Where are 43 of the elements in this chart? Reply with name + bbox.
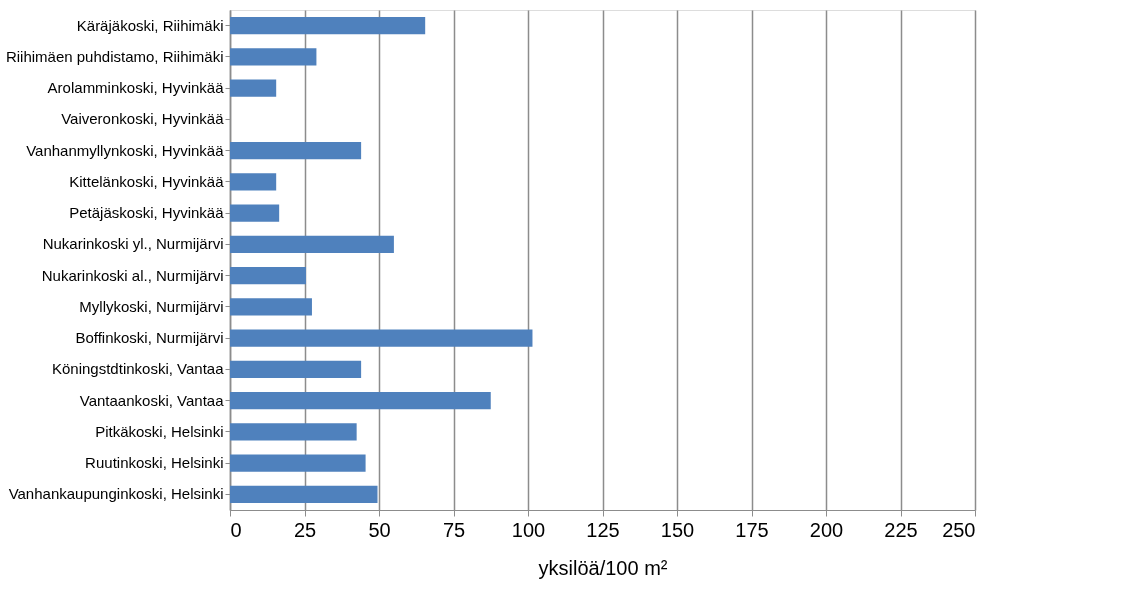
bar bbox=[230, 485, 378, 503]
bar bbox=[230, 173, 277, 191]
x-tick-label: 50 bbox=[368, 518, 391, 541]
y-tick-label: Kittelänkoski, Hyvinkää bbox=[69, 172, 225, 190]
y-tick-label: Ruutinkoski, Helsinki bbox=[85, 454, 224, 472]
x-tick-label: 125 bbox=[586, 518, 620, 541]
y-tick-label: Petäjäskoski, Hyvinkää bbox=[69, 204, 225, 222]
y-tick-label: Boffinkoski, Nurmijärvi bbox=[75, 329, 224, 347]
y-tick-label: Riihimäen puhdistamo, Riihimäki bbox=[5, 47, 224, 65]
bar bbox=[230, 329, 533, 347]
y-tick-label: Nukarinkoski al., Nurmijärvi bbox=[41, 266, 224, 284]
x-tick-label: 250 bbox=[942, 518, 976, 541]
x-axis-title: yksilöä/100 m² bbox=[538, 556, 668, 579]
bar bbox=[230, 267, 306, 285]
x-tick-label: 100 bbox=[511, 518, 546, 541]
y-tick-label: Käräjäkoski, Riihimäki bbox=[76, 16, 224, 34]
y-tick-label: Myllykoski, Nurmijärvi bbox=[79, 297, 224, 315]
y-tick-label: Köningstdtinkoski, Vantaa bbox=[52, 360, 225, 378]
x-tick-label: 25 bbox=[293, 518, 317, 541]
x-tick-label: 225 bbox=[884, 518, 918, 541]
bar bbox=[230, 423, 357, 441]
bar bbox=[230, 79, 277, 97]
x-tick-label: 175 bbox=[735, 518, 769, 541]
x-tick-label: 150 bbox=[660, 518, 695, 541]
y-tick-label: Vanhankaupunginkoski, Helsinki bbox=[8, 485, 224, 503]
bar bbox=[230, 298, 312, 316]
x-tick-label: 75 bbox=[442, 518, 466, 541]
y-tick-label: Vantaankoski, Vantaa bbox=[79, 391, 225, 409]
y-tick-label: Vanhanmyllynkoski, Hyvinkää bbox=[26, 141, 225, 159]
bar bbox=[230, 454, 366, 472]
bar bbox=[230, 392, 491, 410]
bar bbox=[230, 48, 317, 66]
x-tick-label: 0 bbox=[230, 518, 242, 541]
bar bbox=[230, 204, 280, 222]
y-tick-label: Arolamminkoski, Hyvinkää bbox=[47, 79, 225, 97]
bar bbox=[230, 142, 362, 160]
y-tick-label: Vaiveronkoski, Hyvinkää bbox=[61, 110, 225, 128]
x-tick-label: 200 bbox=[809, 518, 844, 541]
y-tick-label: Nukarinkoski yl., Nurmijärvi bbox=[42, 235, 224, 253]
bar bbox=[230, 17, 426, 35]
bar bbox=[230, 235, 394, 253]
bar bbox=[230, 360, 362, 378]
y-tick-label: Pitkäkoski, Helsinki bbox=[95, 422, 224, 440]
